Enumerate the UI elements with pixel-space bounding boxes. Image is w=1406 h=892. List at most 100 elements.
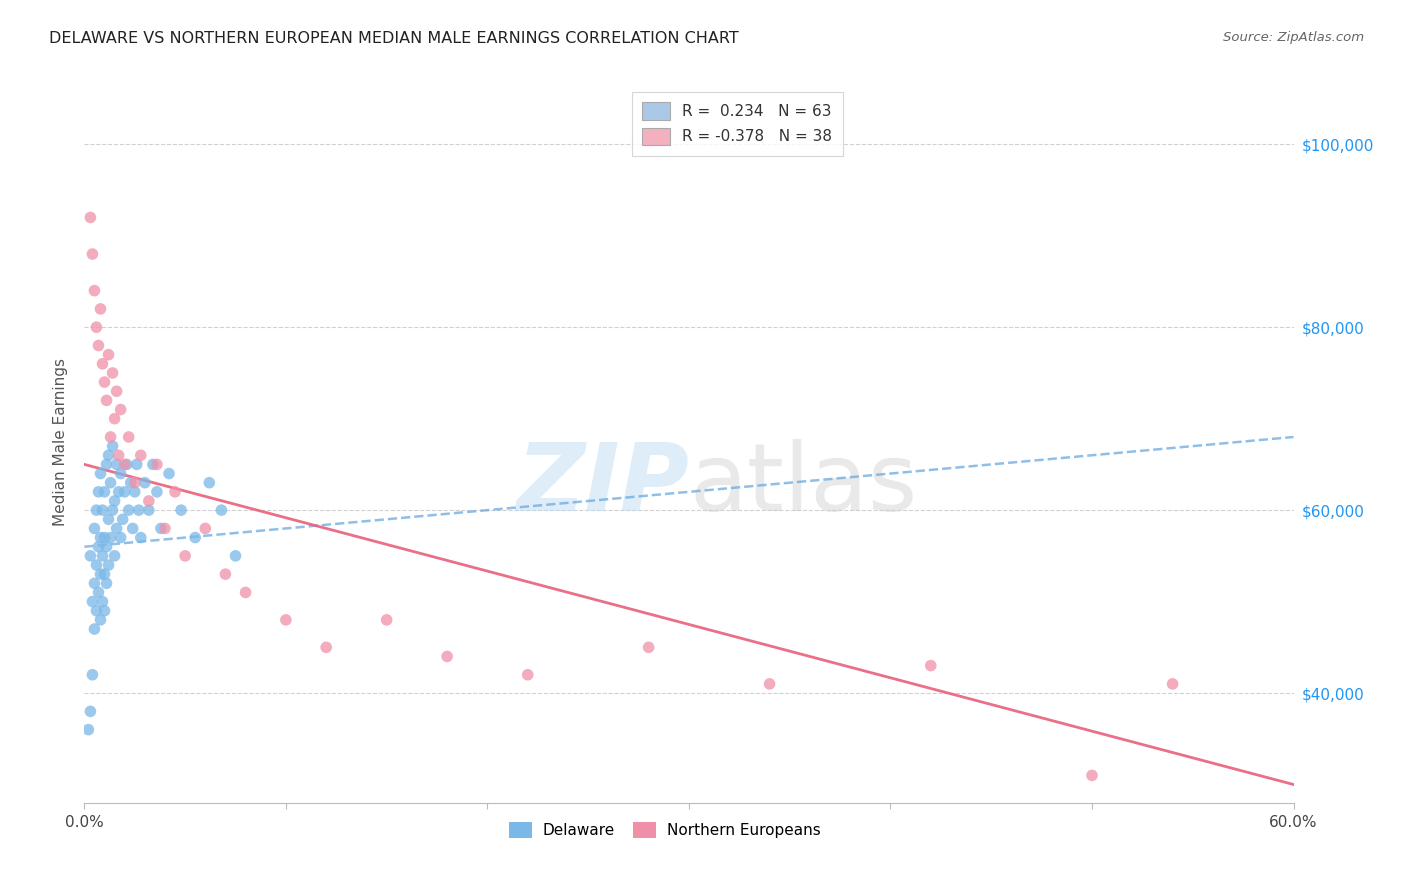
Point <box>120 475 142 490</box>
Point <box>105 458 128 472</box>
Point <box>125 458 148 472</box>
Point <box>96 393 118 408</box>
Point <box>118 430 141 444</box>
Point <box>97 348 120 362</box>
Point <box>100 430 122 444</box>
Point <box>82 594 104 608</box>
Point <box>110 402 132 417</box>
Point <box>101 503 124 517</box>
Point <box>89 301 111 316</box>
Point <box>91 549 114 563</box>
Point <box>107 484 129 499</box>
Point <box>101 366 124 380</box>
Point <box>124 475 146 490</box>
Point <box>100 475 122 490</box>
Point <box>375 613 398 627</box>
Point <box>225 549 247 563</box>
Point <box>93 567 115 582</box>
Point <box>89 567 111 582</box>
Point <box>1081 768 1104 782</box>
Point <box>637 640 659 655</box>
Point <box>157 467 180 481</box>
Point <box>104 494 127 508</box>
Point <box>77 723 100 737</box>
Point <box>118 503 141 517</box>
Point <box>89 467 111 481</box>
Point <box>110 467 132 481</box>
Point <box>89 613 111 627</box>
Point <box>87 484 110 499</box>
Point <box>142 458 165 472</box>
Point <box>129 448 152 462</box>
Point <box>96 540 118 554</box>
Point <box>89 531 111 545</box>
Point <box>100 531 122 545</box>
Point <box>79 211 101 225</box>
Point <box>121 521 143 535</box>
Point <box>93 375 115 389</box>
Point <box>124 484 146 499</box>
Text: ZIP: ZIP <box>516 439 689 531</box>
Point <box>91 503 114 517</box>
Point <box>235 585 257 599</box>
Point <box>86 604 108 618</box>
Point <box>174 549 197 563</box>
Point <box>83 576 105 591</box>
Point <box>146 458 169 472</box>
Point <box>83 284 105 298</box>
Point <box>138 503 160 517</box>
Point <box>82 667 104 681</box>
Point <box>153 521 176 535</box>
Legend: Delaware, Northern Europeans: Delaware, Northern Europeans <box>502 814 828 846</box>
Point <box>315 640 337 655</box>
Point <box>194 521 217 535</box>
Point <box>107 448 129 462</box>
Point <box>146 484 169 499</box>
Text: atlas: atlas <box>689 439 917 531</box>
Text: DELAWARE VS NORTHERN EUROPEAN MEDIAN MALE EARNINGS CORRELATION CHART: DELAWARE VS NORTHERN EUROPEAN MEDIAN MAL… <box>49 31 740 46</box>
Point <box>516 667 538 681</box>
Point <box>96 576 118 591</box>
Point <box>86 320 108 334</box>
Point <box>1161 677 1184 691</box>
Point <box>436 649 458 664</box>
Point <box>104 411 127 425</box>
Point <box>149 521 172 535</box>
Point <box>79 549 101 563</box>
Point <box>128 503 150 517</box>
Point <box>101 439 124 453</box>
Point <box>91 594 114 608</box>
Point <box>105 521 128 535</box>
Point <box>758 677 780 691</box>
Point <box>115 458 138 472</box>
Text: Source: ZipAtlas.com: Source: ZipAtlas.com <box>1223 31 1364 45</box>
Point <box>87 338 110 352</box>
Point <box>114 458 136 472</box>
Point <box>96 458 118 472</box>
Point <box>93 604 115 618</box>
Point <box>86 558 108 572</box>
Point <box>91 357 114 371</box>
Point <box>214 567 236 582</box>
Point <box>165 484 187 499</box>
Point <box>93 531 115 545</box>
Point <box>184 531 207 545</box>
Point <box>134 475 156 490</box>
Point <box>104 549 127 563</box>
Point <box>87 585 110 599</box>
Point <box>209 503 232 517</box>
Point <box>274 613 297 627</box>
Point <box>110 531 132 545</box>
Point <box>79 704 101 718</box>
Point <box>111 512 134 526</box>
Point <box>138 494 160 508</box>
Point <box>83 622 105 636</box>
Point <box>198 475 221 490</box>
Point <box>86 503 108 517</box>
Point <box>82 247 104 261</box>
Point <box>83 521 105 535</box>
Point <box>97 512 120 526</box>
Point <box>87 540 110 554</box>
Point <box>114 484 136 499</box>
Point <box>105 384 128 399</box>
